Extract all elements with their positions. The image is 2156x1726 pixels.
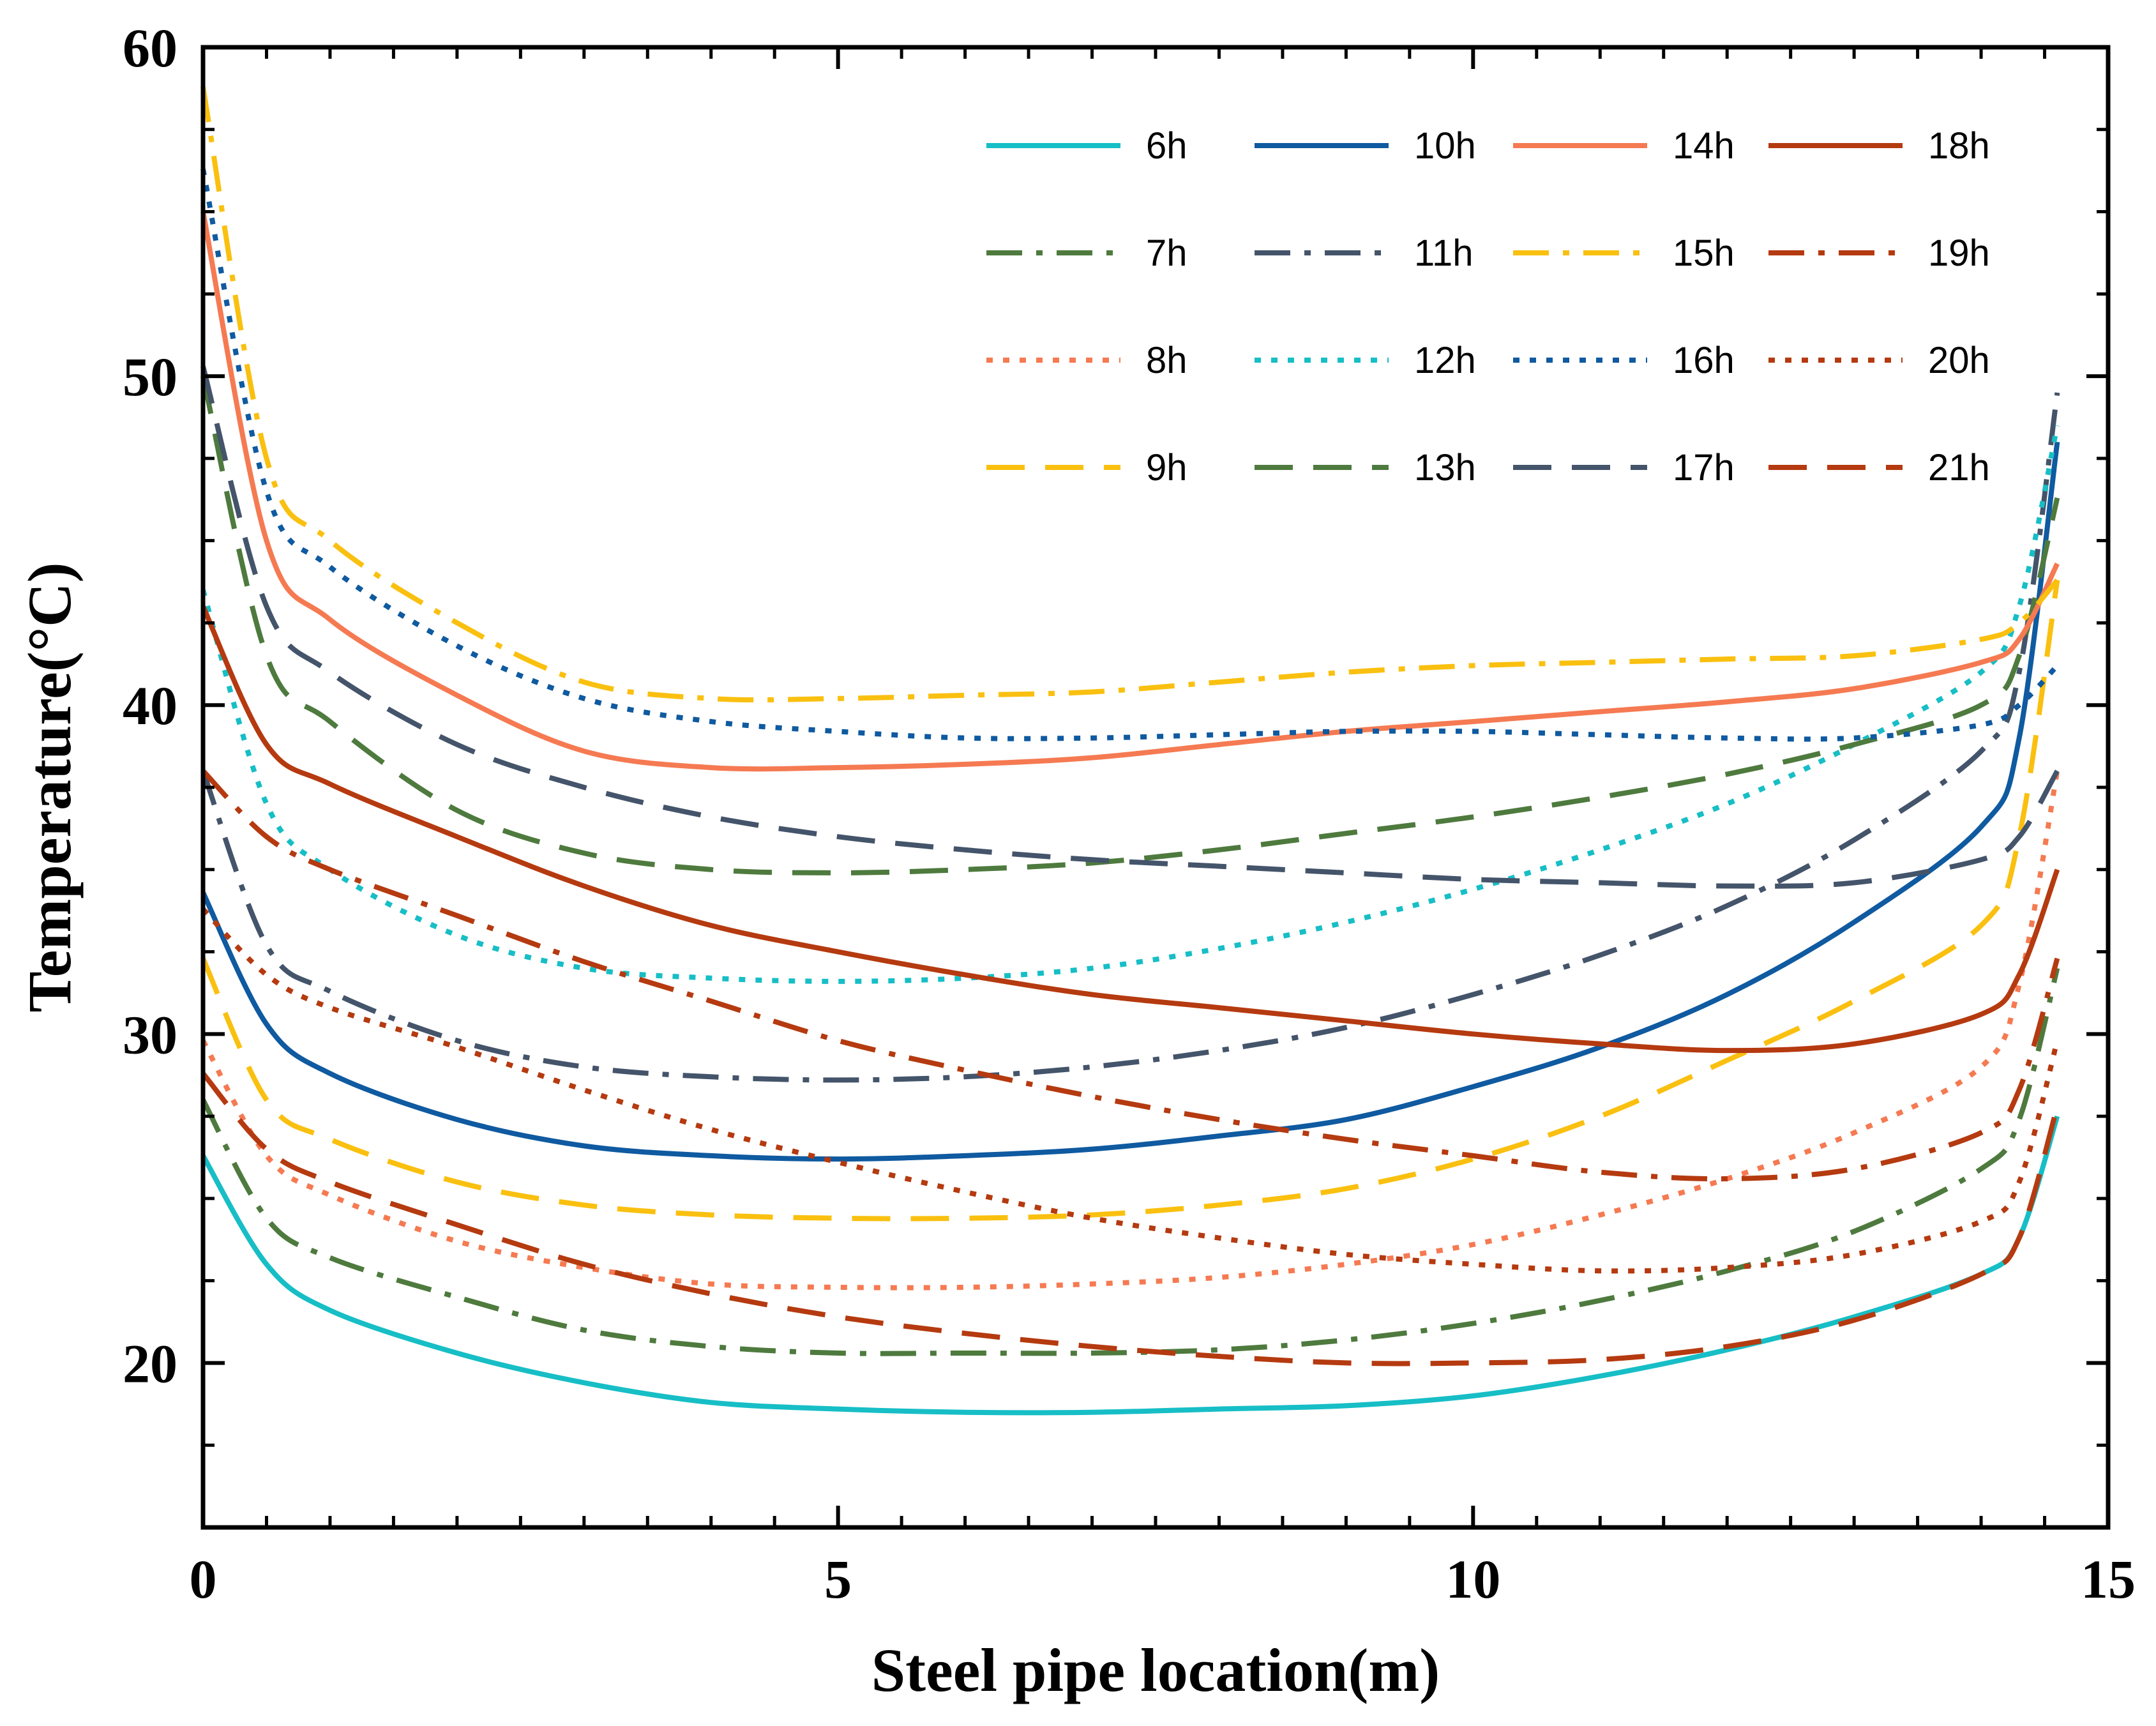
legend-label-14h: 14h	[1673, 125, 1735, 167]
y-axis-title: Temperature(°C)	[15, 563, 84, 1013]
series-line-11h	[200, 392, 2060, 1083]
legend-label-20h: 20h	[1928, 340, 1990, 381]
series-line-13h	[200, 375, 2060, 875]
legend-label-6h: 6h	[1146, 125, 1187, 167]
legend-label-17h: 17h	[1673, 447, 1735, 488]
series-line-19h	[201, 769, 2060, 1182]
series-line-15h	[200, 86, 2060, 703]
ticks: 0 5 10 15 20 30 40 50 60	[123, 17, 2136, 1610]
legend-label-7h: 7h	[1146, 232, 1187, 274]
legend-label-16h: 16h	[1673, 340, 1735, 381]
legend-label-12h: 12h	[1414, 340, 1476, 381]
legend-label-21h: 21h	[1928, 447, 1990, 488]
series-layer	[200, 86, 2060, 1416]
legend-label-13h: 13h	[1414, 447, 1476, 488]
series-line-10h	[200, 441, 2060, 1162]
y-tick-label: 40	[123, 675, 177, 736]
legend-label-10h: 10h	[1414, 125, 1476, 167]
legend-label-15h: 15h	[1673, 232, 1735, 274]
legend: 6h 7h 8h 9h 10h 11h 12h 13h 14h 15h 16h 17h 18h 19h 20…	[986, 125, 1990, 488]
legend-label-19h: 19h	[1928, 232, 1990, 274]
legend-label-11h: 11h	[1414, 232, 1473, 274]
y-tick-label: 60	[123, 17, 177, 79]
x-axis-title: Steel pipe location(m)	[871, 1636, 1440, 1704]
x-tick-label: 0	[190, 1548, 217, 1610]
legend-label-18h: 18h	[1928, 125, 1990, 167]
x-tick-label: 10	[1445, 1548, 1500, 1610]
series-line-9h	[200, 579, 2060, 1222]
y-tick-label: 50	[123, 346, 177, 407]
legend-label-9h: 9h	[1146, 447, 1187, 488]
x-tick-label: 5	[824, 1548, 852, 1610]
series-line-6h	[200, 1115, 2060, 1416]
x-tick-label: 15	[2081, 1548, 2136, 1610]
series-line-7h	[200, 967, 2060, 1356]
series-line-17h	[200, 365, 2060, 889]
series-line-18h	[200, 605, 2060, 1054]
series-line-14h	[200, 211, 2060, 772]
y-tick-label: 20	[123, 1333, 177, 1394]
series-line-21h	[200, 1071, 2060, 1366]
y-tick-label: 30	[123, 1004, 177, 1065]
legend-label-8h: 8h	[1146, 340, 1187, 381]
